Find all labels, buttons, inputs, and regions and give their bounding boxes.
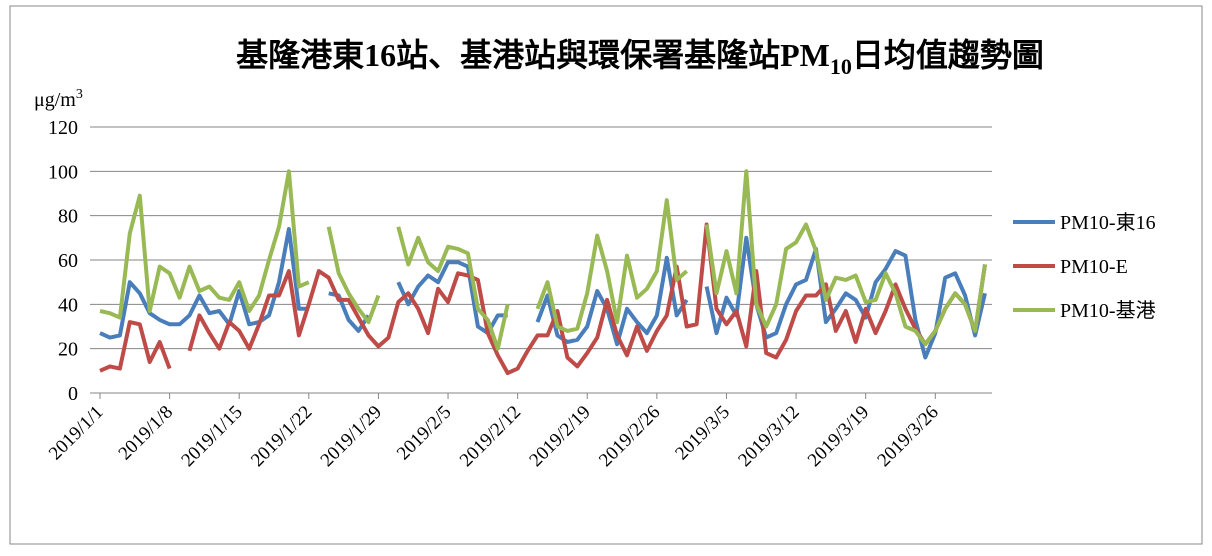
title-main: 基隆港東16站、基港站與環保署基隆站PM [236,37,830,73]
legend-label: PM10-東16 [1060,211,1156,234]
series-line [99,222,987,376]
y-tick-label: 120 [48,117,78,139]
title-end: 日均值趨勢圖 [852,37,1044,73]
y-tick-label: 100 [48,161,78,183]
series-line [99,227,987,360]
y-tick-label: 40 [58,294,78,316]
legend-label: PM10-E [1060,256,1128,278]
y-tick-label: 80 [58,206,78,228]
y-tick-label: 0 [68,383,78,405]
chart-title: 基隆港東16站、基港站與環保署基隆站PM10日均值趨勢圖 [236,37,1044,79]
y-tick-label: 20 [58,339,78,361]
y-tick-label: 60 [58,250,78,272]
y-unit: μg/m3 [34,87,83,111]
legend-label: PM10-基港 [1060,299,1156,322]
y-unit-superscript: 3 [76,87,83,102]
series-line [99,169,987,351]
y-unit-text: μg/m [34,89,76,111]
title-subscript: 10 [830,54,852,79]
